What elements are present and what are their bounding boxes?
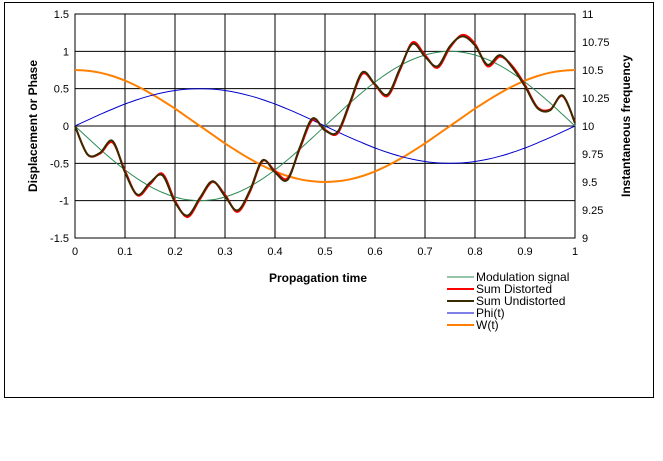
grid-lines bbox=[74, 13, 576, 239]
y-axis-label: Displacement or Phase bbox=[26, 60, 40, 192]
y2-tick-label: 9.75 bbox=[582, 149, 603, 161]
legend-label-w-t: W(t) bbox=[476, 318, 499, 332]
x-tick-label: 0.4 bbox=[267, 246, 282, 258]
y-tick-label: 1.5 bbox=[54, 9, 69, 21]
x-tick-label: 0 bbox=[72, 246, 78, 258]
y2-tick-label: 10.5 bbox=[582, 65, 603, 77]
y2-tick-label: 10.25 bbox=[582, 93, 610, 105]
series-group bbox=[74, 33, 576, 219]
tick-labels: 0 0.1 0.2 0.3 0.4 0.5 0.6 0.7 0.8 0.9 11.510.50-0.… bbox=[50, 9, 610, 258]
y-tick-label: -1.5 bbox=[50, 233, 69, 245]
x-tick-label: 0.8 bbox=[467, 246, 482, 258]
y-tick-label: -0.5 bbox=[50, 158, 69, 170]
x-tick-label: 0.7 bbox=[417, 246, 432, 258]
y-tick-label: 1 bbox=[63, 46, 69, 58]
y2-tick-label: 9 bbox=[582, 233, 588, 245]
x-tick-label: 1 bbox=[572, 246, 578, 258]
x-axis-label: Propagation time bbox=[269, 271, 367, 285]
x-tick-label: 0.1 bbox=[117, 246, 132, 258]
y2-tick-label: 10 bbox=[582, 121, 594, 133]
x-tick-label: 0.9 bbox=[517, 246, 532, 258]
legend-label-modulation-signal: Modulation signal bbox=[476, 270, 569, 284]
y-tick-label: -1 bbox=[59, 196, 69, 208]
legend-label-sum-distorted: Sum Distorted bbox=[476, 282, 552, 296]
series-line-w-t bbox=[74, 69, 576, 183]
y2-tick-label: 11 bbox=[582, 9, 593, 21]
legend-label-phi-t: Phi(t) bbox=[476, 306, 505, 320]
series-line-modulation-signal bbox=[74, 50, 576, 202]
legend-label-sum-undistorted: Sum Undistorted bbox=[476, 294, 565, 308]
series-line-sum-undistorted bbox=[74, 35, 576, 217]
y2-axis-label: Instantaneous frequency bbox=[619, 55, 633, 197]
y-tick-label: 0.5 bbox=[54, 84, 69, 96]
x-tick-label: 0.3 bbox=[217, 246, 232, 258]
y-tick-label: 0 bbox=[63, 121, 69, 133]
y2-tick-label: 9.25 bbox=[582, 205, 603, 217]
x-tick-label: 0.5 bbox=[317, 246, 332, 258]
y2-tick-label: 9.5 bbox=[582, 177, 597, 189]
y2-tick-label: 10.75 bbox=[582, 37, 610, 49]
x-tick-label: 0.6 bbox=[367, 246, 382, 258]
x-tick-label: 0.2 bbox=[167, 246, 182, 258]
